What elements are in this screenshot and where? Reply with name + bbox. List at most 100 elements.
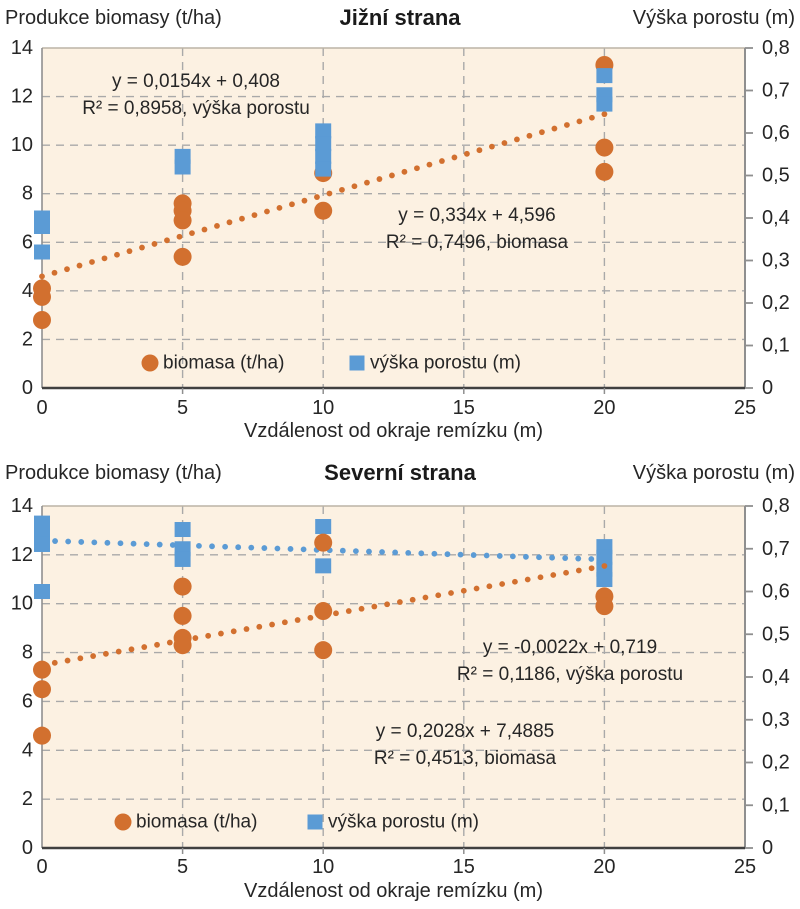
trendline-dot-biomasa xyxy=(358,605,365,612)
trendline-dot-biomasa xyxy=(101,255,108,262)
left-axis-tick-label: 6 xyxy=(22,690,33,712)
trendline-dot-biomasa xyxy=(205,632,212,639)
legend-marker-biomasa xyxy=(114,813,132,831)
x-axis-tick-label: 25 xyxy=(734,856,756,878)
trendline-dot-biomasa xyxy=(524,576,531,583)
trendline-dot-vyska xyxy=(143,541,150,548)
x-axis-tick-label: 20 xyxy=(593,856,615,878)
left-axis-tick-label: 0 xyxy=(22,837,33,859)
trendline-dot-vyska xyxy=(470,552,477,558)
trendline-dot-biomasa xyxy=(409,596,416,603)
right-axis-tick-label: 0,5 xyxy=(762,165,790,187)
trendline-dot-biomasa xyxy=(77,655,84,662)
trendline-dot-vyska xyxy=(509,553,516,560)
right-axis-tick-label: 0,2 xyxy=(762,752,790,774)
right-axis-title: Výška porostu (m) xyxy=(632,462,795,484)
x-axis-title: Vzdálenost od okraje remízku (m) xyxy=(244,880,543,902)
trendline-dot-biomasa xyxy=(164,237,170,244)
data-point-vyska xyxy=(315,161,332,177)
trendline-dot-biomasa xyxy=(601,111,608,118)
trendline-dot-biomasa xyxy=(539,129,545,136)
data-point-vyska xyxy=(315,148,332,164)
trendline-dot-biomasa xyxy=(460,587,467,594)
trendline-dot-biomasa xyxy=(588,565,595,572)
trendline-dot-biomasa xyxy=(39,273,45,280)
trendline-dot-biomasa xyxy=(563,569,569,576)
trendline-dot-biomasa xyxy=(326,190,333,197)
trendline-dot-biomasa xyxy=(201,226,208,233)
trendline-dot-vyska xyxy=(575,555,582,562)
equation-label: R² = 0,7496, biomasa xyxy=(386,232,569,253)
right-axis-tick-label: 0 xyxy=(762,377,773,399)
trendline-dot-vyska xyxy=(549,554,555,561)
trendline-dot-biomasa xyxy=(499,581,506,587)
trendline-dot-biomasa xyxy=(243,626,250,632)
data-point-biomasa xyxy=(314,602,333,621)
trendline-dot-vyska xyxy=(379,549,385,555)
data-point-biomasa xyxy=(33,680,51,699)
right-axis-tick-label: 0,8 xyxy=(762,495,790,517)
trendline-dot-vyska xyxy=(130,540,137,547)
trendline-dot-biomasa xyxy=(486,583,493,590)
data-point-vyska xyxy=(174,522,191,538)
trendline-dot-biomasa xyxy=(426,161,433,168)
trendline-dot-biomasa xyxy=(476,147,483,154)
data-point-vyska xyxy=(34,584,50,599)
right-axis-tick-label: 0,1 xyxy=(762,794,790,816)
trendline-dot-vyska xyxy=(339,547,346,554)
trendline-dot-vyska xyxy=(78,539,85,545)
trendline-dot-biomasa xyxy=(307,614,314,621)
trendline-dot-biomasa xyxy=(76,262,83,269)
trendline-dot-vyska xyxy=(366,548,372,555)
left-axis-tick-label: 4 xyxy=(22,280,33,302)
trendline-dot-biomasa xyxy=(351,183,358,190)
trendline-dot-biomasa xyxy=(550,572,557,578)
legend-marker-vyska xyxy=(349,355,365,371)
trendline-dot-biomasa xyxy=(489,143,495,150)
plot-svg-severni-strana: 0 0,1 0,2 0,3 0,4 0,5 0,6 0,7 0,8 0 2 4 6 8 10 12 14 0 5 10… xyxy=(11,495,790,902)
x-axis-tick-label: 5 xyxy=(177,397,188,419)
data-point-biomasa xyxy=(173,636,192,655)
legend-label: výška porostu (m) xyxy=(328,812,479,833)
trendline-dot-biomasa xyxy=(256,623,263,630)
data-point-vyska xyxy=(34,219,50,234)
trendline-dot-vyska xyxy=(169,542,176,548)
trendline-dot-biomasa xyxy=(526,132,533,139)
left-axis-tick-label: 10 xyxy=(11,593,33,615)
right-axis-tick-label: 0,5 xyxy=(762,623,790,645)
trendline-dot-biomasa xyxy=(564,122,570,128)
plot-background xyxy=(42,48,745,388)
trendline-dot-biomasa xyxy=(451,154,458,161)
left-axis-tick-label: 8 xyxy=(22,183,33,205)
trendline-dot-biomasa xyxy=(345,608,352,614)
legend-label: biomasa (t/ha) xyxy=(136,812,257,833)
trendline-dot-biomasa xyxy=(281,619,288,626)
trendline-dot-biomasa xyxy=(396,599,403,605)
trendline-dot-vyska xyxy=(91,539,98,546)
right-axis-tick-label: 0,4 xyxy=(762,207,790,229)
right-axis-tick-label: 0,6 xyxy=(762,581,790,603)
data-point-biomasa xyxy=(314,533,333,552)
trendline-dot-biomasa xyxy=(128,646,135,653)
data-point-biomasa xyxy=(314,641,333,660)
trendline-dot-biomasa xyxy=(64,657,71,664)
equation-label: R² = 0,8958, výška porostu xyxy=(82,98,310,119)
trendline-dot-vyska xyxy=(117,540,124,547)
trendline-dot-biomasa xyxy=(103,650,109,657)
trendline-dot-biomasa xyxy=(139,244,145,251)
data-point-biomasa xyxy=(33,287,51,306)
trendline-dot-biomasa xyxy=(575,567,582,574)
trendline-dot-biomasa xyxy=(514,136,520,143)
data-point-biomasa xyxy=(173,247,192,266)
trendline-dot-biomasa xyxy=(601,563,608,569)
trendline-dot-vyska xyxy=(457,551,464,558)
plot-background xyxy=(42,506,745,848)
trendline-dot-biomasa xyxy=(537,574,544,581)
trendline-dot-biomasa xyxy=(141,644,148,650)
x-axis-tick-label: 15 xyxy=(453,856,475,878)
trendline-dot-biomasa xyxy=(576,118,583,125)
trendline-dot-biomasa xyxy=(314,194,320,200)
trendline-dot-biomasa xyxy=(126,248,133,255)
legend-marker-vyska xyxy=(307,814,323,830)
trendline-dot-biomasa xyxy=(114,251,120,258)
